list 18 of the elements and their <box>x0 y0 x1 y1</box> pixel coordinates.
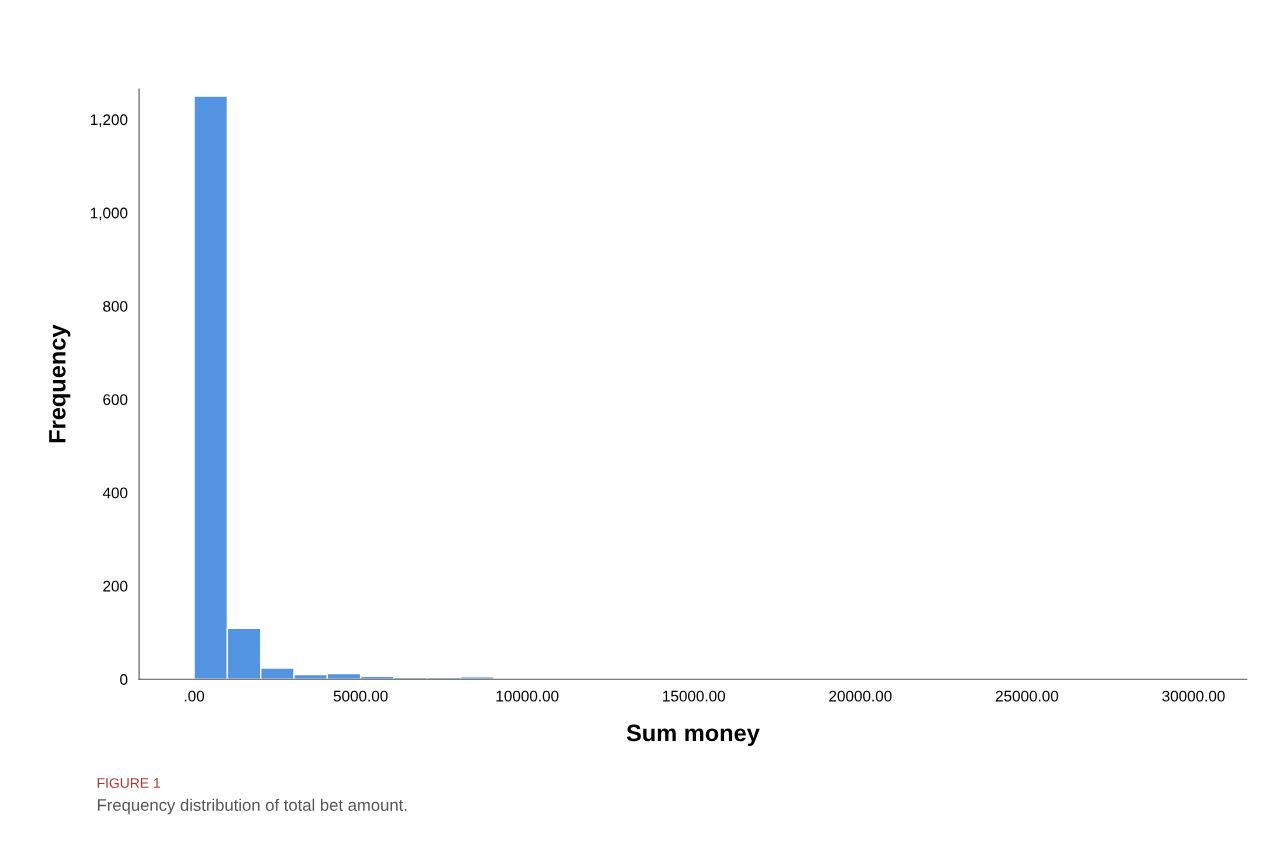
y-tick-label: 0 <box>120 674 128 685</box>
y-tick-label: 200 <box>103 580 128 592</box>
y-tick-label: 600 <box>103 394 128 406</box>
x-tick-label: 15000.00 <box>663 690 726 702</box>
y-tick-label: 400 <box>102 487 128 499</box>
x-axis-title: Sum money <box>626 724 760 747</box>
y-tick-label: 1,200 <box>90 114 128 127</box>
x-tick-label: .00 <box>184 690 205 702</box>
x-tick-label: 20000.00 <box>829 690 892 702</box>
y-axis-title: Frequency <box>49 324 71 443</box>
x-tick-label: 10000.00 <box>496 690 559 702</box>
x-tick-label: 30000.00 <box>1162 690 1225 702</box>
x-tick-label: 5000.00 <box>333 690 388 702</box>
x-tick-label: 25000.00 <box>995 690 1059 702</box>
y-tick-label: 1,000 <box>90 207 128 221</box>
y-tick-label: 800 <box>103 300 128 312</box>
text: Frequency distribution of total bet amount. <box>97 798 407 815</box>
caption: FIGURE 1 <box>97 778 160 789</box>
